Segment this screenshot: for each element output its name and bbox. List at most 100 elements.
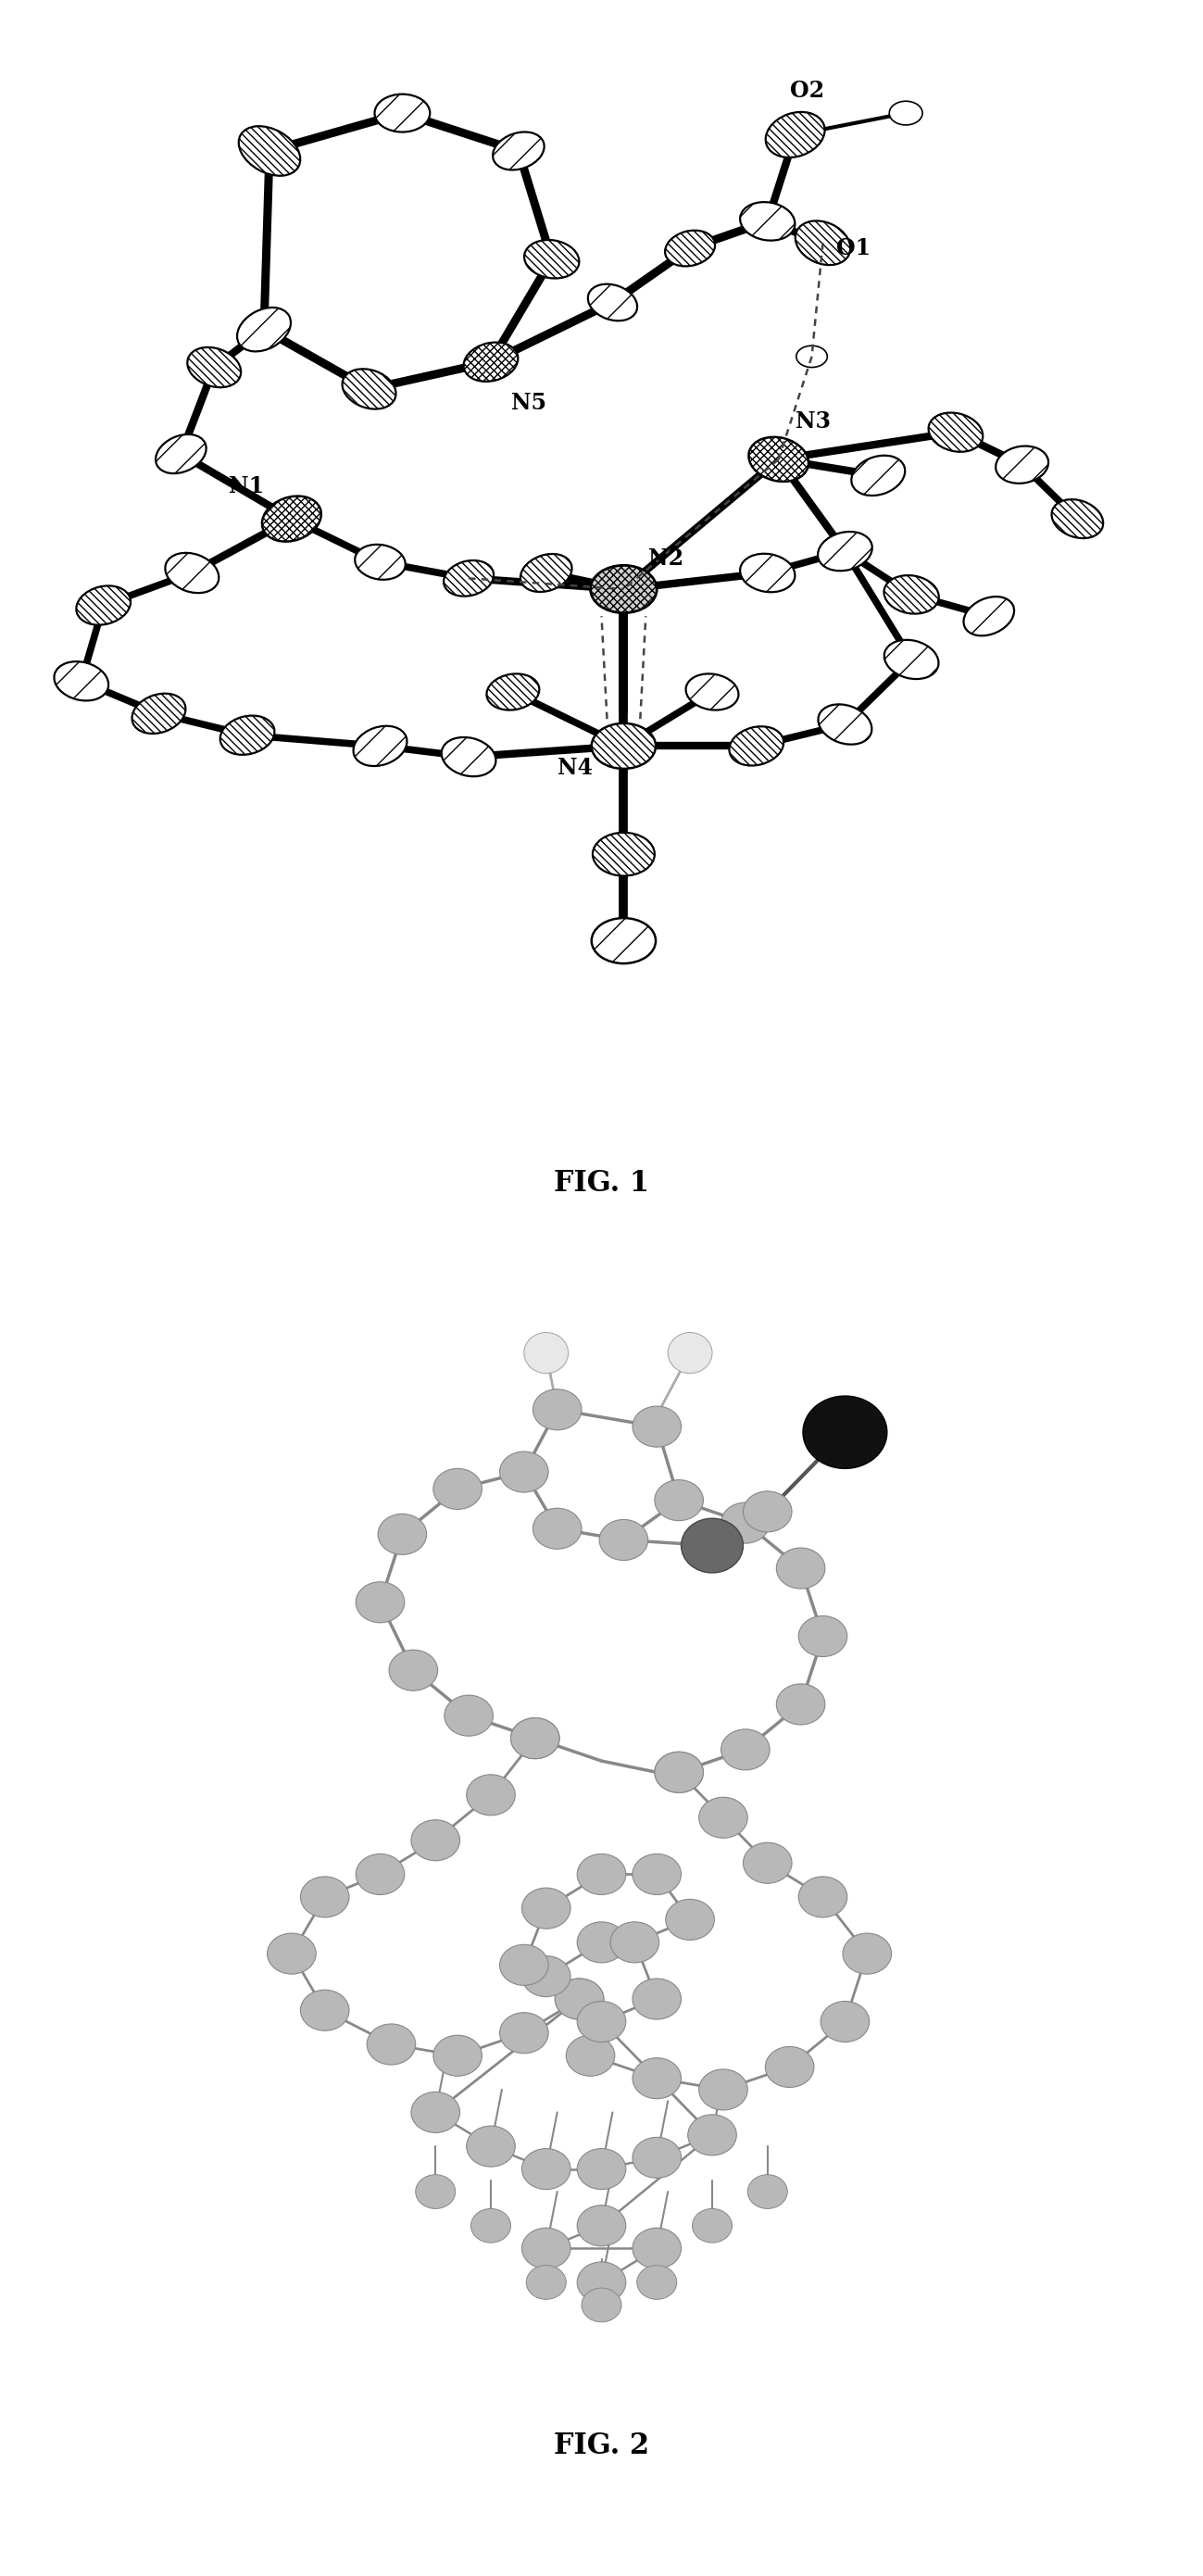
Ellipse shape	[577, 2148, 626, 2190]
Ellipse shape	[188, 348, 241, 386]
Ellipse shape	[577, 1855, 626, 1896]
Ellipse shape	[1051, 500, 1103, 538]
Ellipse shape	[533, 1507, 581, 1548]
Ellipse shape	[567, 2035, 615, 2076]
Ellipse shape	[555, 1978, 604, 2020]
Ellipse shape	[795, 222, 851, 265]
Ellipse shape	[463, 343, 518, 381]
Ellipse shape	[442, 737, 496, 775]
Ellipse shape	[499, 1945, 549, 1986]
Ellipse shape	[765, 2045, 814, 2087]
Ellipse shape	[522, 2228, 570, 2269]
Ellipse shape	[155, 435, 206, 474]
Text: O2: O2	[789, 80, 824, 103]
Ellipse shape	[444, 562, 493, 595]
Ellipse shape	[740, 554, 795, 592]
Ellipse shape	[262, 497, 321, 541]
Ellipse shape	[591, 564, 657, 613]
Ellipse shape	[493, 131, 544, 170]
Ellipse shape	[796, 345, 828, 368]
Ellipse shape	[599, 1520, 648, 1561]
Ellipse shape	[654, 1752, 704, 1793]
Ellipse shape	[820, 2002, 870, 2043]
Ellipse shape	[699, 1798, 747, 1839]
Ellipse shape	[526, 2264, 567, 2300]
Ellipse shape	[799, 1615, 847, 1656]
Text: N3: N3	[795, 410, 830, 433]
Ellipse shape	[747, 2174, 788, 2208]
Ellipse shape	[592, 724, 656, 768]
Ellipse shape	[76, 585, 131, 626]
Ellipse shape	[633, 1406, 681, 1448]
Ellipse shape	[699, 2069, 747, 2110]
Ellipse shape	[464, 343, 517, 381]
Ellipse shape	[610, 1922, 659, 1963]
Ellipse shape	[499, 1450, 549, 1492]
Ellipse shape	[633, 1978, 681, 2020]
Ellipse shape	[533, 1388, 581, 1430]
Ellipse shape	[433, 1468, 482, 1510]
Ellipse shape	[522, 1955, 570, 1996]
Ellipse shape	[776, 1685, 825, 1726]
Ellipse shape	[818, 703, 872, 744]
Ellipse shape	[592, 917, 656, 963]
Ellipse shape	[577, 1922, 626, 1963]
Ellipse shape	[54, 662, 108, 701]
Ellipse shape	[374, 95, 429, 131]
Ellipse shape	[411, 1819, 460, 1860]
Text: N2: N2	[648, 549, 683, 569]
Text: FIG. 1: FIG. 1	[553, 1170, 650, 1198]
Text: FIG. 2: FIG. 2	[553, 2432, 650, 2460]
Ellipse shape	[721, 1502, 770, 1543]
Ellipse shape	[220, 716, 274, 755]
Ellipse shape	[633, 2228, 681, 2269]
Ellipse shape	[852, 456, 905, 495]
Ellipse shape	[799, 1875, 847, 1917]
Ellipse shape	[511, 1718, 559, 1759]
Ellipse shape	[884, 574, 938, 613]
Ellipse shape	[681, 1517, 743, 1574]
Ellipse shape	[525, 1332, 568, 1373]
Ellipse shape	[843, 1932, 891, 1973]
Ellipse shape	[884, 639, 938, 680]
Ellipse shape	[654, 1752, 704, 1793]
Ellipse shape	[415, 2174, 456, 2208]
Ellipse shape	[301, 1875, 349, 1917]
Ellipse shape	[522, 1888, 570, 1929]
Ellipse shape	[356, 1582, 404, 1623]
Text: O1: O1	[836, 237, 871, 260]
Ellipse shape	[729, 726, 783, 765]
Ellipse shape	[499, 2012, 549, 2053]
Ellipse shape	[996, 446, 1049, 484]
Ellipse shape	[521, 554, 571, 592]
Ellipse shape	[581, 2287, 622, 2321]
Ellipse shape	[132, 693, 185, 734]
Text: N4: N4	[557, 757, 593, 778]
Ellipse shape	[776, 1548, 825, 1589]
Ellipse shape	[522, 2148, 570, 2190]
Ellipse shape	[668, 1332, 712, 1373]
Ellipse shape	[743, 1842, 792, 1883]
Ellipse shape	[665, 229, 715, 265]
Ellipse shape	[378, 1515, 427, 1556]
Ellipse shape	[470, 2208, 511, 2244]
Ellipse shape	[356, 1855, 404, 1896]
Ellipse shape	[577, 2002, 626, 2043]
Ellipse shape	[748, 438, 808, 482]
Ellipse shape	[818, 531, 872, 572]
Ellipse shape	[444, 1695, 493, 1736]
Ellipse shape	[354, 726, 407, 765]
Ellipse shape	[342, 368, 396, 410]
Ellipse shape	[929, 412, 983, 451]
Ellipse shape	[486, 675, 539, 711]
Ellipse shape	[367, 2025, 415, 2066]
Text: N5: N5	[511, 392, 546, 415]
Ellipse shape	[636, 2264, 677, 2300]
Ellipse shape	[238, 126, 301, 175]
Ellipse shape	[355, 544, 405, 580]
Ellipse shape	[577, 2262, 626, 2303]
Ellipse shape	[964, 598, 1014, 636]
Ellipse shape	[511, 1718, 559, 1759]
Ellipse shape	[765, 111, 825, 157]
Ellipse shape	[889, 100, 923, 126]
